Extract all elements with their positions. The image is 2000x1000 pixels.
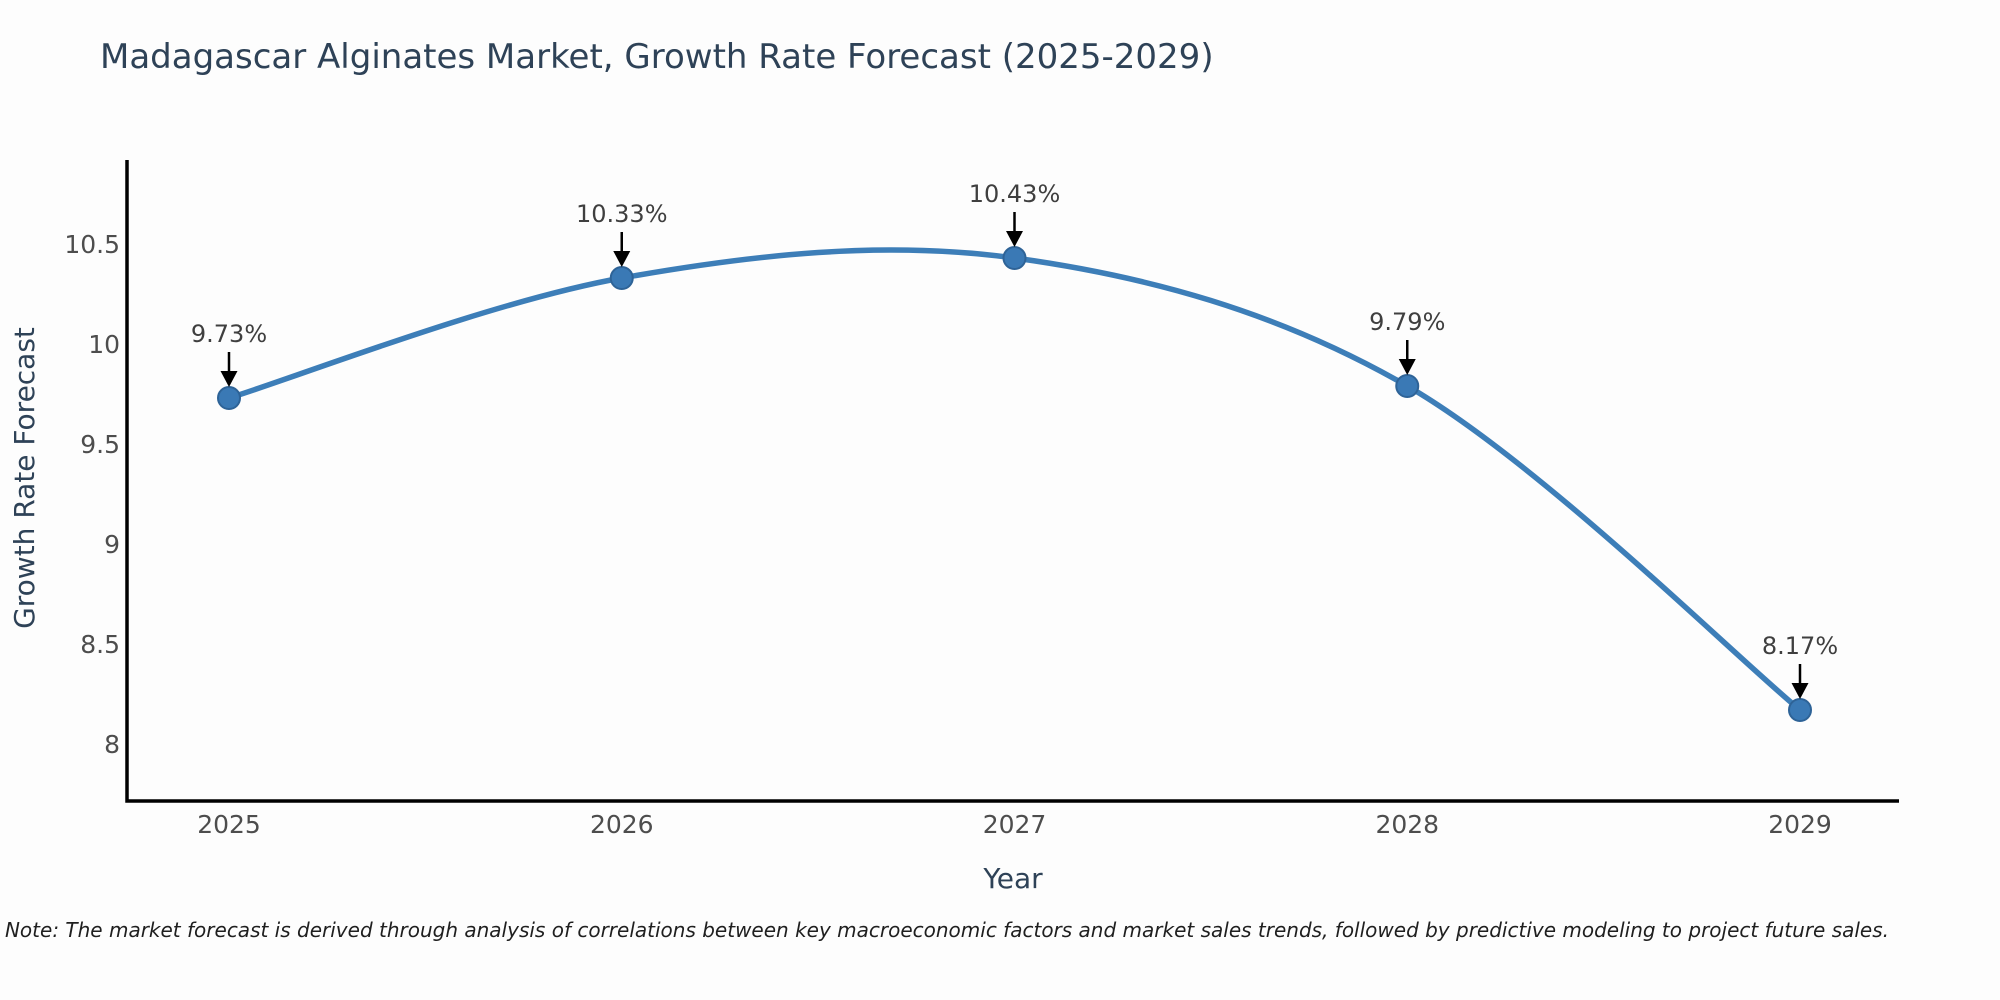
footnote: Note: The market forecast is derived thr… xyxy=(5,918,1889,942)
y-tick-label: 8 xyxy=(104,730,120,759)
y-tick-label: 10.5 xyxy=(64,230,120,259)
y-tick-label: 9.5 xyxy=(80,430,120,459)
data-point-marker[interactable] xyxy=(1788,698,1812,722)
x-tick-label: 2028 xyxy=(1375,810,1439,839)
series-line xyxy=(226,247,1803,713)
data-point-marker[interactable] xyxy=(1002,246,1027,270)
data-point-marker[interactable] xyxy=(609,266,634,290)
axis-spines xyxy=(125,160,1899,803)
y-axis-title: Growth Rate Forecast xyxy=(8,327,41,629)
point-annotation-label: 8.17% xyxy=(1762,632,1838,660)
annotation-arrow-head xyxy=(1006,231,1023,247)
x-axis-title: Year xyxy=(982,862,1043,895)
data-point-marker[interactable] xyxy=(217,386,241,410)
x-tick-label: 2027 xyxy=(983,810,1047,839)
annotation-arrow-head xyxy=(1791,683,1809,699)
point-annotation-label: 9.73% xyxy=(191,320,267,348)
data-point-marker[interactable] xyxy=(1395,374,1420,398)
point-annotation-label: 10.33% xyxy=(576,200,668,228)
annotation-arrow-head xyxy=(220,371,238,387)
plot-area: 8 8.5 9 9.5 10 10.5 2025 2026 2027 2028 2029 9.73% 1… xyxy=(64,180,1838,839)
annotation-arrow-head xyxy=(613,251,631,267)
point-annotation-label: 9.79% xyxy=(1369,308,1445,336)
y-tick-label: 8.5 xyxy=(80,630,120,659)
y-tick-label: 9 xyxy=(104,530,120,559)
x-tick-label: 2029 xyxy=(1768,810,1832,839)
y-tick-label: 10 xyxy=(88,330,120,359)
point-annotation-label: 10.43% xyxy=(969,180,1061,208)
x-tick-label: 2025 xyxy=(197,810,261,839)
chart-title: Madagascar Alginates Market, Growth Rate… xyxy=(100,37,1214,77)
annotation-arrow-head xyxy=(1398,359,1416,375)
x-tick-label: 2026 xyxy=(590,810,654,839)
